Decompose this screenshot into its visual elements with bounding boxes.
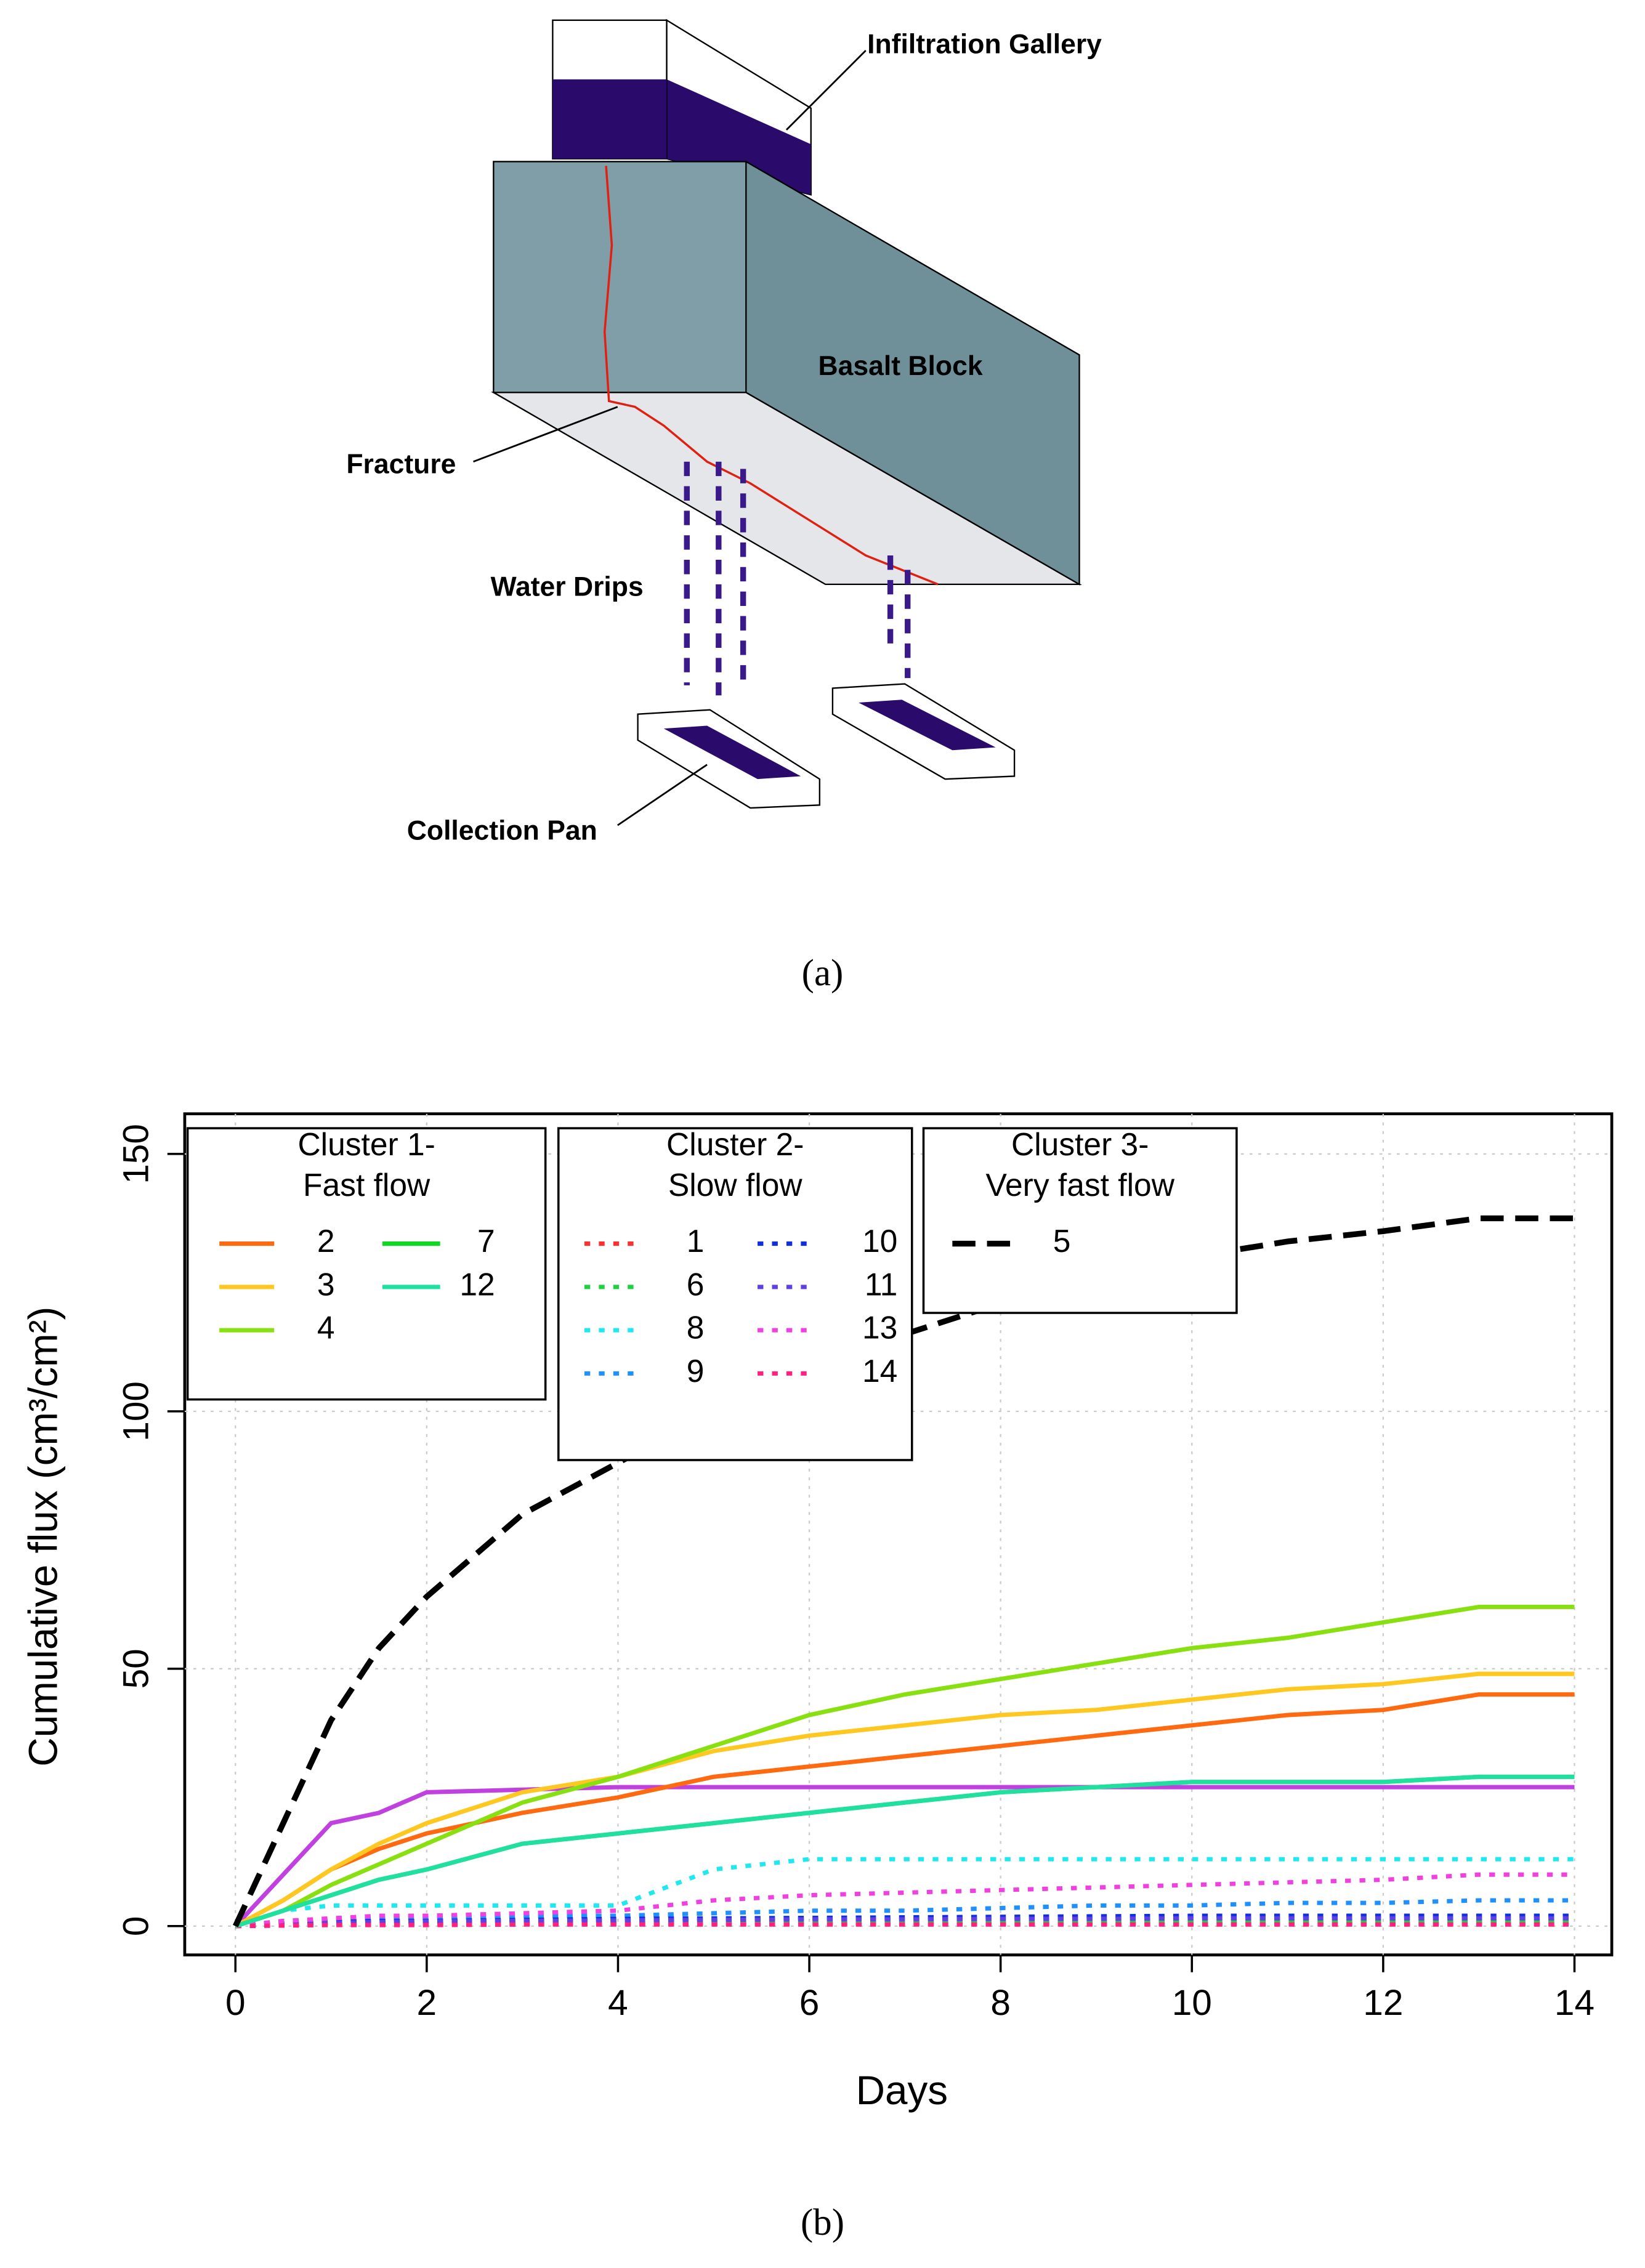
series-line [235,1922,1575,1929]
legend-title: Cluster 2- [666,1126,804,1162]
caption: (b) [801,2202,844,2243]
label: Basalt Block [818,351,982,381]
x-tick-label: 4 [608,1983,628,2023]
legend-label: 7 [477,1223,495,1259]
x-tick-label: 12 [1363,1983,1403,2023]
x-tick-label: 14 [1554,1983,1594,2023]
legend-label: 13 [862,1310,897,1346]
legend-box [186,1127,547,1401]
y-tick-label: 0 [116,1916,156,1936]
series-line [234,1692,1575,1928]
legend-label: 1 [687,1223,705,1259]
x-axis-label: Days [856,2068,948,2113]
legend-label: 9 [687,1353,705,1389]
legend-label: 2 [317,1223,335,1259]
legend-title: Cluster 3- [1011,1126,1149,1162]
y-axis-label: Cumulative flux (cm³/cm²) [20,1307,65,1767]
series-line [235,1918,1575,1929]
series-line [235,1916,1575,1929]
series-line [235,1774,1575,1929]
legend-label: 4 [317,1310,335,1346]
legend-title: Fast flow [303,1167,430,1203]
label: Infiltration Gallery [867,30,1102,60]
drips [684,461,911,696]
caption: (a) [802,953,844,994]
series-line [235,1872,1575,1929]
legend-box [922,1127,1238,1314]
x-tick-label: 10 [1172,1983,1212,2023]
legend-box [557,1127,913,1461]
legend-label: 5 [1053,1223,1071,1259]
y-tick-label: 100 [116,1381,156,1442]
legend-label: 11 [865,1266,898,1302]
legend-title: Slow flow [668,1167,802,1203]
y-tick-label: 50 [116,1649,156,1689]
series-line [235,1898,1575,1929]
fracture [603,166,939,586]
legend-label: 14 [862,1353,897,1389]
series-line [233,1785,1575,1928]
x-tick-label: 6 [799,1983,820,2023]
legend-label: 3 [317,1266,335,1302]
series-line [235,1913,1575,1929]
legend-label: 6 [687,1266,705,1302]
block-front [493,161,747,393]
gallery-water [552,79,667,159]
pan-2-water [859,700,996,751]
label: Fracture [346,449,456,479]
legend-label: 10 [862,1223,897,1259]
series-line [234,1671,1575,1928]
legend-label: 12 [459,1266,495,1302]
plot-frame [183,1112,1614,1956]
x-tick-label: 2 [417,1983,437,2023]
series-line [235,1857,1575,1929]
x-tick-label: 0 [225,1983,246,2023]
legend-title: Cluster 1- [297,1126,435,1162]
legend-label: 8 [687,1310,705,1346]
diagram: Infiltration Gallery Basalt Block Fractu… [346,18,1102,994]
x-tick-label: 8 [990,1983,1011,2023]
label: Collection Pan [407,816,597,846]
pan-1-water [663,725,801,780]
legend-title: Very fast flow [985,1167,1174,1203]
series-line [235,1605,1575,1929]
label: Water Drips [491,572,644,602]
y-tick-label: 150 [116,1124,156,1184]
leader-lines [473,50,867,826]
